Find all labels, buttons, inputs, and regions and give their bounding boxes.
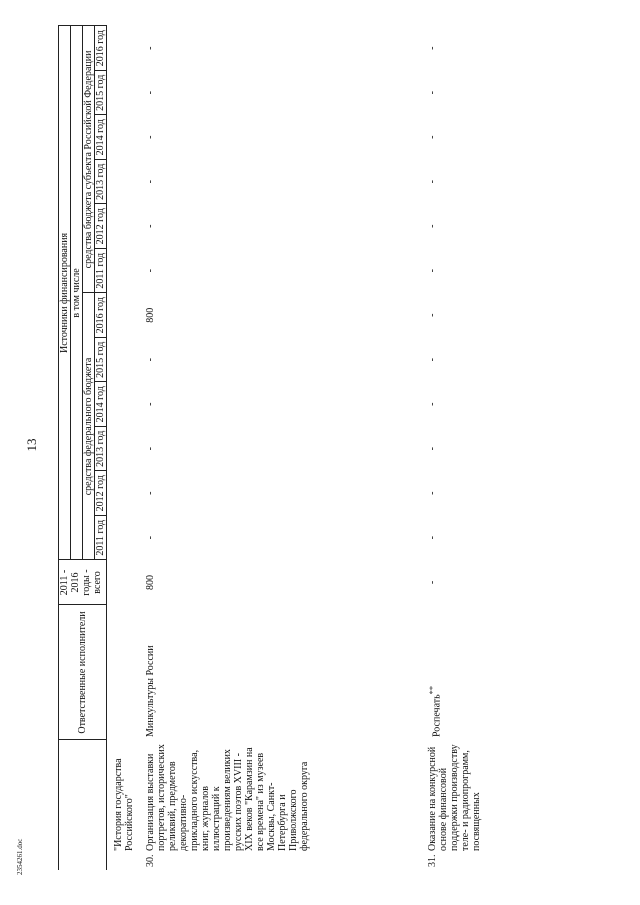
- year-header: 2016 год: [94, 293, 107, 338]
- year-header: 2012 год: [94, 204, 107, 249]
- year-header: 2014 год: [94, 115, 107, 160]
- year-header: 2012 год: [94, 471, 107, 516]
- value-cell: -: [145, 447, 156, 451]
- header-cell: средства бюджета субъекта Российской Фед…: [82, 25, 95, 293]
- value-cell: -: [427, 402, 438, 406]
- header-cell: Ответственные исполнители: [58, 605, 107, 740]
- value-cell: -: [427, 491, 438, 495]
- responsible-cell: Роспечать**: [421, 605, 484, 740]
- value-cell: 800: [145, 307, 156, 323]
- year-header: 2016 год: [94, 25, 107, 71]
- value-cell: -: [145, 269, 156, 273]
- header-cell: средства федерального бюджета: [82, 293, 95, 560]
- value-cell: -: [145, 46, 156, 50]
- row-description: Организация выставки портретов, историче…: [145, 744, 310, 851]
- header-cell: Источники финансирования: [58, 25, 71, 560]
- row-description: "История государства Российского": [113, 758, 135, 851]
- year-header: 2011 год: [94, 248, 107, 293]
- year-header: 2013 год: [94, 159, 107, 204]
- value-cell: 800: [145, 575, 156, 590]
- value-cell: -: [145, 135, 156, 139]
- responsible-cell: [107, 605, 140, 740]
- value-cell: -: [145, 491, 156, 495]
- value-cell: -: [145, 402, 156, 406]
- table-row: 31. Оказание на конкурсной основе финансо…: [421, 26, 484, 870]
- table: Ответственные исполнители 2011 - 2016 го…: [58, 25, 484, 870]
- value-cell: -: [427, 46, 438, 50]
- row-number: 30.: [145, 854, 156, 868]
- value-cell: -: [427, 91, 438, 95]
- value-cell: -: [145, 180, 156, 184]
- value-cell: -: [145, 91, 156, 95]
- value-cell: -: [427, 269, 438, 273]
- year-header: 2013 год: [94, 426, 107, 471]
- empty-cells: [107, 26, 140, 605]
- value-cell: -: [145, 358, 156, 362]
- value-cell: -: [145, 224, 156, 228]
- description-cell: 31. Оказание на конкурсной основе финансо…: [421, 740, 484, 870]
- table-row: "История государства Российского": [107, 26, 140, 870]
- description-wrap: 30. Организация выставки портретов, истор…: [145, 743, 310, 867]
- description-wrap: "История государства Российского": [113, 743, 135, 867]
- row-description: Оказание на конкурсной основе финансовой…: [427, 744, 482, 851]
- value-cell: -: [427, 135, 438, 139]
- table-header: Ответственные исполнители 2011 - 2016 го…: [58, 25, 107, 870]
- value-cell: -: [145, 536, 156, 540]
- header-cell: 2011 - 2016 годы - всего: [58, 560, 107, 605]
- value-cell: -: [427, 358, 438, 362]
- responsible-note: **: [428, 685, 437, 695]
- value-cell: -: [427, 447, 438, 451]
- year-header: 2015 год: [94, 337, 107, 382]
- footer: 2354261.doc: [16, 838, 24, 875]
- year-header: 2014 год: [94, 382, 107, 427]
- responsible: Минкультуры России: [145, 645, 156, 737]
- value-cell: -: [427, 313, 438, 317]
- responsible-cell: Минкультуры России: [139, 605, 421, 740]
- header-cell: в том числе: [70, 25, 83, 560]
- value-cell: -: [427, 180, 438, 184]
- description-wrap: 31. Оказание на конкурсной основе финансо…: [427, 743, 482, 867]
- page-number: 13: [24, 438, 39, 452]
- table-row: 30. Организация выставки портретов, истор…: [139, 26, 421, 870]
- header-blank: [58, 740, 107, 870]
- description-cell: 30. Организация выставки портретов, истор…: [139, 740, 421, 870]
- row-number: 31.: [427, 854, 438, 868]
- responsible: Роспечать: [431, 694, 443, 737]
- year-header: 2015 год: [94, 70, 107, 115]
- value-cell: -: [427, 224, 438, 228]
- indent: [113, 851, 135, 867]
- description-cell: "История государства Российского": [107, 740, 140, 870]
- value-cell: -: [427, 536, 438, 540]
- year-header: 2011 год: [94, 515, 107, 560]
- value-cell: -: [427, 580, 438, 585]
